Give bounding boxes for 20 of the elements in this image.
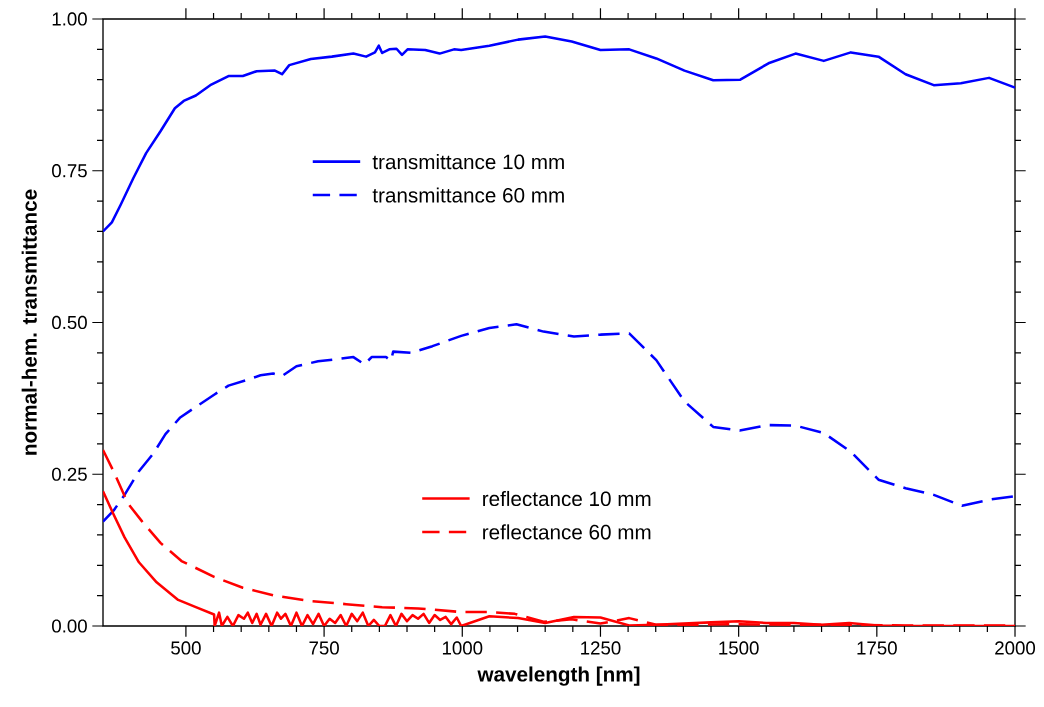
x-tick-label: 1000 bbox=[442, 641, 483, 655]
x-tick-label: 750 bbox=[309, 641, 339, 655]
y-axis-title: normal-hem. transmittance bbox=[21, 189, 37, 455]
y-tick-label: 0.25 bbox=[52, 467, 87, 481]
x-tick-label: 2000 bbox=[995, 641, 1036, 655]
line-series bbox=[103, 323, 1016, 523]
legend-label: transmittance 60 mm bbox=[372, 187, 564, 203]
y-tick-label: 1.00 bbox=[52, 12, 87, 26]
x-axis-title: wavelength [nm] bbox=[477, 666, 640, 686]
x-tick-label: 500 bbox=[171, 641, 201, 655]
x-tick-label: 1500 bbox=[719, 641, 759, 655]
y-tick-label: 0.50 bbox=[52, 315, 87, 330]
x-tick-label: 1750 bbox=[857, 641, 897, 655]
x-tick-label: 1250 bbox=[581, 641, 621, 655]
line-series bbox=[103, 35, 1016, 233]
legend-label: reflectance 60 mm bbox=[483, 524, 651, 540]
legend-label: transmittance 10 mm bbox=[372, 154, 564, 170]
y-tick-label: 0.00 bbox=[52, 619, 87, 633]
y-tick-label: 0.75 bbox=[52, 164, 87, 178]
legend-label: reflectance 10 mm bbox=[483, 490, 651, 507]
